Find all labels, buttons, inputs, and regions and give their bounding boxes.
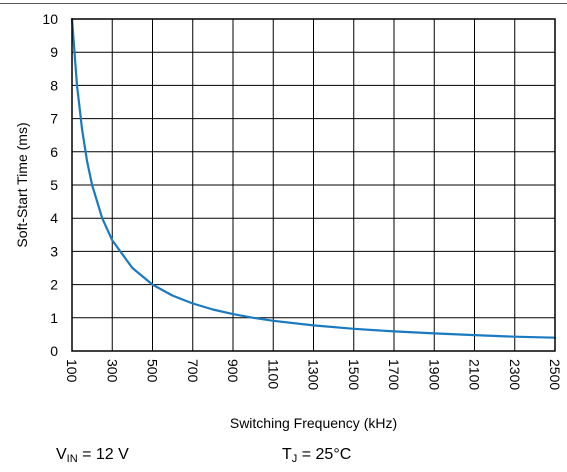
grid xyxy=(71,18,556,352)
top-rule xyxy=(0,3,567,4)
tj-subscript: J xyxy=(291,453,298,465)
series-line xyxy=(70,17,557,339)
tj-condition: TJ = 25°C xyxy=(282,446,351,465)
y-tick-label: 4 xyxy=(50,210,58,226)
y-tick-label: 1 xyxy=(50,310,58,326)
y-axis-label: Soft-Start Time (ms) xyxy=(14,122,30,247)
y-tick-label: 6 xyxy=(50,144,58,160)
x-tick-label: 1900 xyxy=(426,359,442,390)
y-tick-label: 2 xyxy=(50,277,58,293)
x-tick-label: 2100 xyxy=(467,359,483,390)
vin-condition: VIN = 12 V xyxy=(56,446,129,465)
x-tick-label: 1500 xyxy=(346,359,362,390)
vin-symbol: V xyxy=(56,446,67,463)
x-tick-label: 2500 xyxy=(547,359,563,390)
vin-value: = 12 V xyxy=(77,446,129,463)
y-tick-label: 3 xyxy=(50,243,58,259)
x-tick-label: 2300 xyxy=(507,359,523,390)
soft-start-chart: 0 1 2 3 4 5 6 7 8 9 10 100 300 500 700 900 1100 1300 1500… xyxy=(14,11,563,431)
y-tick-label: 8 xyxy=(50,77,58,93)
x-tick-label: 100 xyxy=(64,359,80,383)
tj-symbol: T xyxy=(282,446,292,463)
x-axis-label: Switching Frequency (kHz) xyxy=(230,415,397,431)
x-tick-label: 500 xyxy=(145,359,161,383)
y-tick-label: 10 xyxy=(42,11,58,27)
vin-subscript: IN xyxy=(66,453,78,465)
x-tick-label: 1100 xyxy=(265,359,281,389)
x-tick-label: 700 xyxy=(185,359,201,383)
y-tick-label: 9 xyxy=(50,44,58,60)
y-tick-labels: 0 1 2 3 4 5 6 7 8 9 10 xyxy=(42,11,58,359)
x-tick-label: 1300 xyxy=(306,359,322,390)
x-tick-label: 1700 xyxy=(386,359,402,390)
tj-value: = 25°C xyxy=(297,446,352,463)
x-tick-label: 300 xyxy=(104,359,120,383)
plot-frame xyxy=(71,18,556,352)
y-tick-label: 5 xyxy=(50,177,58,193)
y-tick-label: 7 xyxy=(50,111,58,127)
x-tick-label: 900 xyxy=(225,359,241,383)
y-tick-label: 0 xyxy=(50,343,58,359)
x-tick-labels: 100 300 500 700 900 1100 1300 1500 1700 1900 2100 2… xyxy=(64,359,563,390)
curve-layer xyxy=(70,17,557,339)
